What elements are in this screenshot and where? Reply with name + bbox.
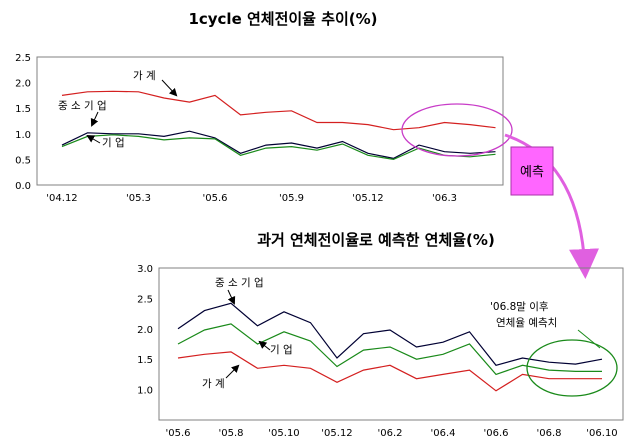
bottom-arrow-household	[225, 364, 240, 379]
top-chart-title: 1cycle 연체전이율 추이(%)	[188, 10, 377, 28]
top-arrow-household	[161, 79, 178, 97]
top-y-tick-label: 2.0	[15, 79, 31, 90]
bottom-forecast-note-line1: '06.8말 이후	[490, 301, 549, 313]
bottom-x-tick-label: '06.2	[377, 428, 402, 439]
top-y-tick-label: 2.5	[15, 53, 31, 64]
bottom-arrow-sme	[227, 289, 236, 305]
top-x-axis: '04.12 '05.3 '05.6 '05.9 '05.12 '06.3	[46, 193, 457, 204]
top-y-tick-label: 1.0	[15, 130, 31, 141]
top-y-tick-label: 0.5	[15, 155, 31, 166]
forecast-connector-arrow	[504, 133, 600, 279]
top-x-tick-label: '05.6	[202, 193, 227, 204]
bottom-y-tick-label: 2.5	[137, 294, 153, 305]
top-x-tick-label: '05.12	[352, 193, 383, 204]
bottom-forecast-note-line2: 연체율 예측치	[496, 316, 557, 329]
top-x-tick-label: '05.3	[126, 193, 151, 204]
top-series-line-large	[61, 134, 496, 161]
bottom-forecast-ellipse	[526, 339, 618, 397]
bottom-x-tick-label: '06.8	[536, 428, 561, 439]
bottom-y-axis: 1.0 1.5 2.0 2.5 3.0	[137, 264, 153, 397]
bottom-label-large: 기 업	[270, 343, 293, 356]
forecast-badge	[510, 146, 554, 196]
top-arrow-sme	[90, 111, 99, 127]
forecast-badge-label: 예측	[520, 165, 544, 180]
bottom-chart-title: 과거 연체전이율로 예측한 연체율(%)	[257, 231, 495, 249]
top-plot-area	[36, 56, 504, 186]
bottom-plot-area	[158, 267, 624, 421]
top-x-tick-label: '05.9	[279, 193, 304, 204]
top-forecast-ellipse	[401, 103, 513, 157]
bottom-label-sme: 중 소 기 업	[215, 276, 264, 289]
bottom-x-tick-label: '05.6	[165, 428, 190, 439]
top-series-line-household	[61, 90, 496, 131]
top-label-household: 가 계	[133, 70, 156, 82]
top-series-line-sme	[61, 130, 496, 160]
bottom-series-line-household	[177, 351, 602, 392]
bottom-series-line-sme	[177, 302, 603, 366]
bottom-series-lines	[177, 302, 603, 392]
top-y-tick-label: 1.5	[15, 104, 31, 115]
top-x-tick-label: '04.12	[46, 193, 77, 204]
top-y-tick-label: 0.0	[15, 181, 31, 192]
top-series-lines	[61, 90, 496, 161]
bottom-x-tick-label: '06.10	[586, 428, 617, 439]
bottom-arrow-large	[258, 340, 271, 351]
bottom-forecast-note-arrow	[577, 329, 601, 349]
bottom-label-household: 가 계	[202, 378, 225, 390]
bottom-y-tick-label: 1.5	[137, 355, 153, 366]
bottom-series-line-large	[177, 323, 602, 376]
top-y-axis: 0.0 0.5 1.0 1.5 2.0 2.5	[15, 53, 31, 192]
bottom-y-tick-label: 1.0	[137, 386, 153, 397]
top-label-sme: 중 소 기 업	[58, 99, 107, 112]
bottom-x-axis: '05.6 '05.8 '05.10 '05.12 '06.2 '06.4 '06.6 '06…	[165, 428, 617, 439]
bottom-x-tick-label: '05.8	[218, 428, 243, 439]
bottom-x-tick-label: '05.10	[268, 428, 299, 439]
bottom-x-tick-label: '05.12	[321, 428, 352, 439]
top-x-tick-label: '06.3	[432, 193, 457, 204]
bottom-x-tick-label: '06.4	[430, 428, 455, 439]
bottom-y-tick-label: 2.0	[137, 325, 153, 336]
top-arrow-large	[86, 134, 101, 144]
bottom-y-tick-label: 3.0	[137, 264, 153, 275]
top-label-large: 기 업	[102, 136, 125, 149]
bottom-x-tick-label: '06.6	[483, 428, 508, 439]
